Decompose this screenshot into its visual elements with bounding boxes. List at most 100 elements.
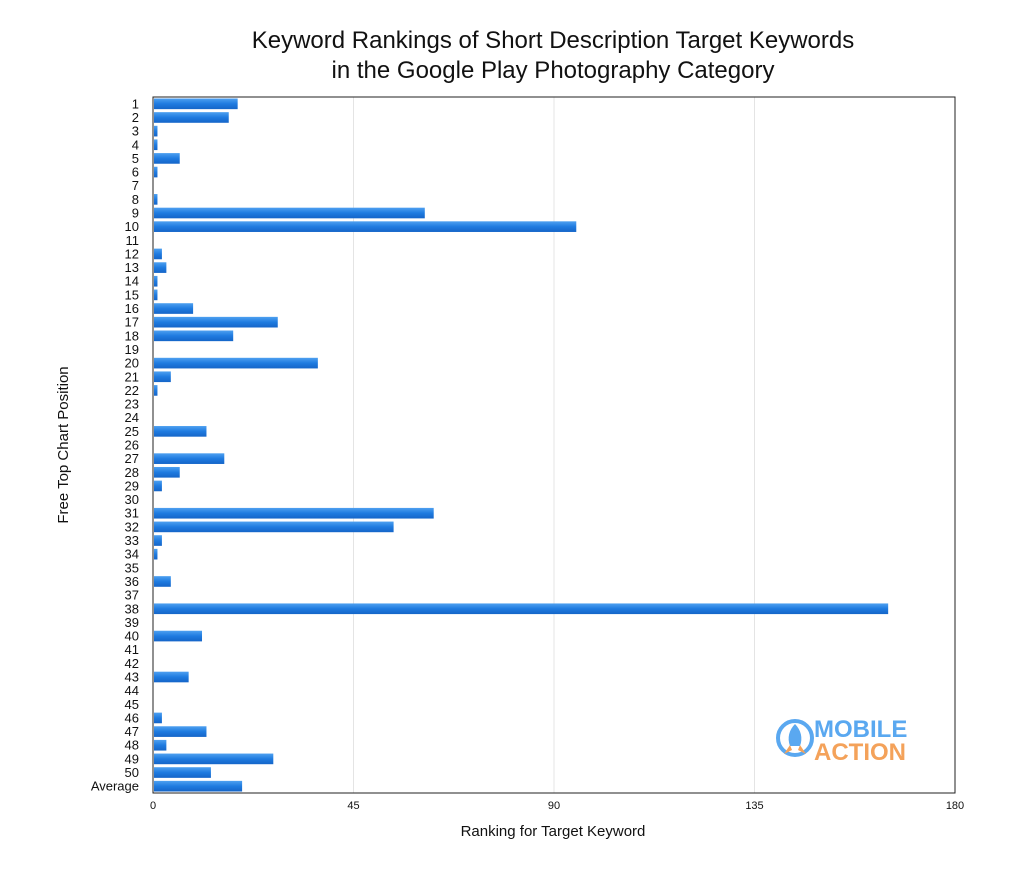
- y-tick-label: 12: [125, 246, 139, 261]
- bar-15: [154, 289, 158, 301]
- y-tick-label: 45: [125, 697, 139, 712]
- x-tick-label: 90: [548, 800, 560, 812]
- bar-27: [154, 453, 225, 464]
- y-tick-label: 3: [132, 124, 139, 139]
- bar-32: [154, 521, 394, 533]
- bar-16: [154, 303, 194, 314]
- y-tick-label: 40: [125, 629, 139, 644]
- bar-14: [154, 275, 158, 287]
- y-tick-label: 15: [125, 287, 139, 302]
- y-tick-label: 7: [132, 178, 139, 193]
- y-tick-label: 39: [125, 615, 139, 630]
- bar-1: [154, 98, 238, 110]
- y-tick-label: 18: [125, 328, 139, 343]
- y-tick-label: 49: [125, 751, 139, 766]
- x-tick-label: 0: [150, 800, 156, 812]
- y-tick-label: 26: [125, 438, 139, 453]
- bar-40: [154, 630, 203, 642]
- y-tick-label: 10: [125, 219, 139, 234]
- bar-10: [154, 221, 577, 232]
- y-tick-label: 8: [132, 192, 139, 207]
- bar-31: [154, 507, 434, 519]
- mobile-action-logo: MOBILE ACTION: [776, 716, 907, 766]
- y-tick-label: 4: [132, 137, 139, 152]
- bar-9: [154, 207, 425, 219]
- y-tick-label: 34: [125, 547, 139, 562]
- y-tick-label: 9: [132, 206, 139, 221]
- bar-22: [154, 385, 158, 396]
- bar-2: [154, 112, 229, 123]
- y-tick-label: 23: [125, 397, 139, 412]
- y-tick-label: 48: [125, 738, 139, 753]
- y-tick-label: 41: [125, 642, 139, 657]
- bar-12: [154, 248, 162, 260]
- bar-average: [154, 780, 243, 792]
- chart-title-line-1: Keyword Rankings of Short Description Ta…: [252, 27, 855, 54]
- bar-6: [154, 166, 158, 178]
- bar-46: [154, 712, 162, 724]
- y-tick-label: 24: [125, 410, 139, 425]
- bar-48: [154, 739, 167, 751]
- grid-lines: [353, 97, 755, 793]
- bar-17: [154, 316, 278, 328]
- y-tick-label: 33: [125, 533, 139, 548]
- y-tick-label: 35: [125, 560, 139, 575]
- plot-area-frame: [152, 96, 956, 794]
- bar-50: [154, 767, 211, 778]
- y-tick-label: 16: [125, 301, 139, 316]
- bar-21: [154, 371, 171, 383]
- chart-title-line-2: in the Google Play Photography Category: [332, 57, 775, 84]
- bar-5: [154, 153, 180, 164]
- bar-34: [154, 548, 158, 560]
- bar-18: [154, 330, 234, 342]
- y-tick-label: 32: [125, 519, 139, 534]
- y-tick-label: 2: [132, 110, 139, 125]
- bar-47: [154, 726, 207, 737]
- logo-text-action: ACTION: [814, 739, 906, 766]
- y-tick-label: 29: [125, 478, 139, 493]
- bar-20: [154, 357, 318, 369]
- bar-36: [154, 576, 171, 587]
- y-tick-label: 31: [125, 506, 139, 521]
- bar-8: [154, 194, 158, 205]
- y-tick-label: 36: [125, 574, 139, 589]
- y-tick-label: 14: [125, 274, 139, 289]
- x-tick-label: 135: [745, 800, 763, 812]
- y-tick-label: 11: [126, 233, 140, 248]
- y-tick-label: 44: [125, 683, 139, 698]
- bar-4: [154, 139, 158, 151]
- y-axis-title: Free Top Chart Position: [55, 366, 72, 523]
- logo-text-mobile: MOBILE: [814, 716, 907, 743]
- bar-33: [154, 535, 162, 546]
- y-tick-label: 6: [132, 165, 139, 180]
- y-tick-label: 13: [125, 260, 139, 275]
- bars: [154, 98, 889, 792]
- y-tick-label: 50: [125, 765, 139, 780]
- y-tick-label: 19: [125, 342, 139, 357]
- y-tick-label: 38: [125, 601, 139, 616]
- bar-49: [154, 753, 274, 765]
- x-axis-title: Ranking for Target Keyword: [461, 823, 646, 840]
- y-tick-label: 43: [125, 670, 139, 685]
- y-tick-label: 37: [125, 588, 139, 603]
- y-tick-label: 5: [132, 151, 139, 166]
- bar-43: [154, 671, 189, 683]
- bar-13: [154, 262, 167, 273]
- x-tick-label: 45: [347, 800, 359, 812]
- bar-25: [154, 426, 207, 437]
- bar-3: [154, 125, 158, 137]
- y-tick-label: 27: [125, 451, 139, 466]
- y-tick-label: 17: [125, 315, 139, 330]
- y-tick-label: Average: [91, 779, 139, 794]
- y-tick-label: 46: [125, 710, 139, 725]
- x-tick-label: 180: [946, 800, 964, 812]
- bar-28: [154, 466, 180, 478]
- x-tick-labels: 0 45 90 135 180: [150, 800, 964, 812]
- bar-38: [154, 603, 889, 615]
- y-tick-label: 42: [125, 656, 139, 671]
- bar-29: [154, 480, 162, 492]
- rocket-icon: [776, 719, 814, 757]
- y-tick-label: 20: [125, 356, 139, 371]
- y-tick-label: 21: [125, 369, 139, 384]
